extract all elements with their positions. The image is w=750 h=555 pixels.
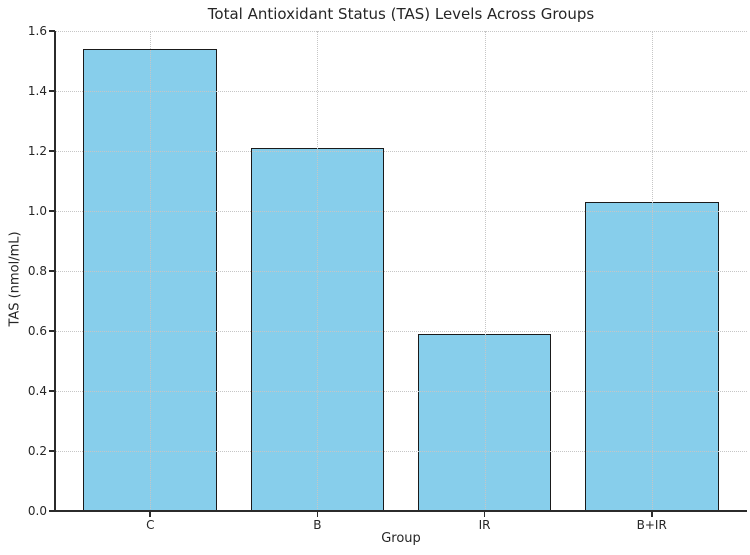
y-tick-label: 1.4 (27, 84, 47, 98)
x-gridline (150, 31, 152, 511)
x-tick-mark (650, 511, 653, 517)
plot-area: 0.0 0.2 0.4 0.6 0.8 1.0 1.2 1.4 1.6 C B IR B+IR (28, 24, 747, 532)
y-tick-label: 0.6 (27, 324, 47, 338)
y-tick-mark (49, 210, 55, 212)
y-tick-label: 0.0 (27, 504, 47, 518)
y-tick-mark (49, 390, 55, 392)
y-gridline (55, 31, 747, 32)
x-tick-mark (149, 511, 152, 517)
y-tick-label: 1.0 (27, 204, 47, 218)
y-gridline (55, 211, 747, 212)
y-tick-mark (49, 330, 55, 332)
x-axis-spine (54, 510, 747, 512)
y-tick-label: 0.4 (27, 384, 47, 398)
y-tick-label: 0.8 (27, 264, 47, 278)
x-tick-label: B+IR (636, 518, 667, 532)
y-axis-spine (54, 31, 56, 512)
y-tick-mark (49, 90, 55, 92)
x-axis-label: Group (381, 531, 421, 546)
y-gridline (55, 271, 747, 272)
x-tick-mark (483, 511, 486, 517)
x-tick-label: B (313, 518, 322, 532)
y-axis-label: TAS (nmol/mL) (7, 231, 23, 327)
x-tick-label: C (146, 518, 155, 532)
y-tick-mark (49, 510, 55, 512)
y-tick-label: 0.2 (27, 444, 47, 458)
x-gridline (651, 31, 653, 511)
chart-title: Total Antioxidant Status (TAS) Levels Ac… (207, 5, 595, 23)
x-tick-label: IR (478, 518, 491, 532)
y-tick-mark (49, 450, 55, 452)
x-gridline (317, 31, 319, 511)
y-tick-mark (49, 150, 55, 152)
y-gridline (55, 331, 747, 332)
y-gridline (55, 91, 747, 92)
y-tick-label: 1.6 (27, 24, 47, 38)
x-tick-mark (316, 511, 319, 517)
x-gridline (484, 31, 486, 511)
y-tick-label: 1.2 (27, 144, 47, 158)
y-tick-mark (49, 270, 55, 272)
y-gridline (55, 391, 747, 392)
y-gridline (55, 151, 747, 152)
y-gridline (55, 451, 747, 452)
y-tick-mark (49, 30, 55, 32)
